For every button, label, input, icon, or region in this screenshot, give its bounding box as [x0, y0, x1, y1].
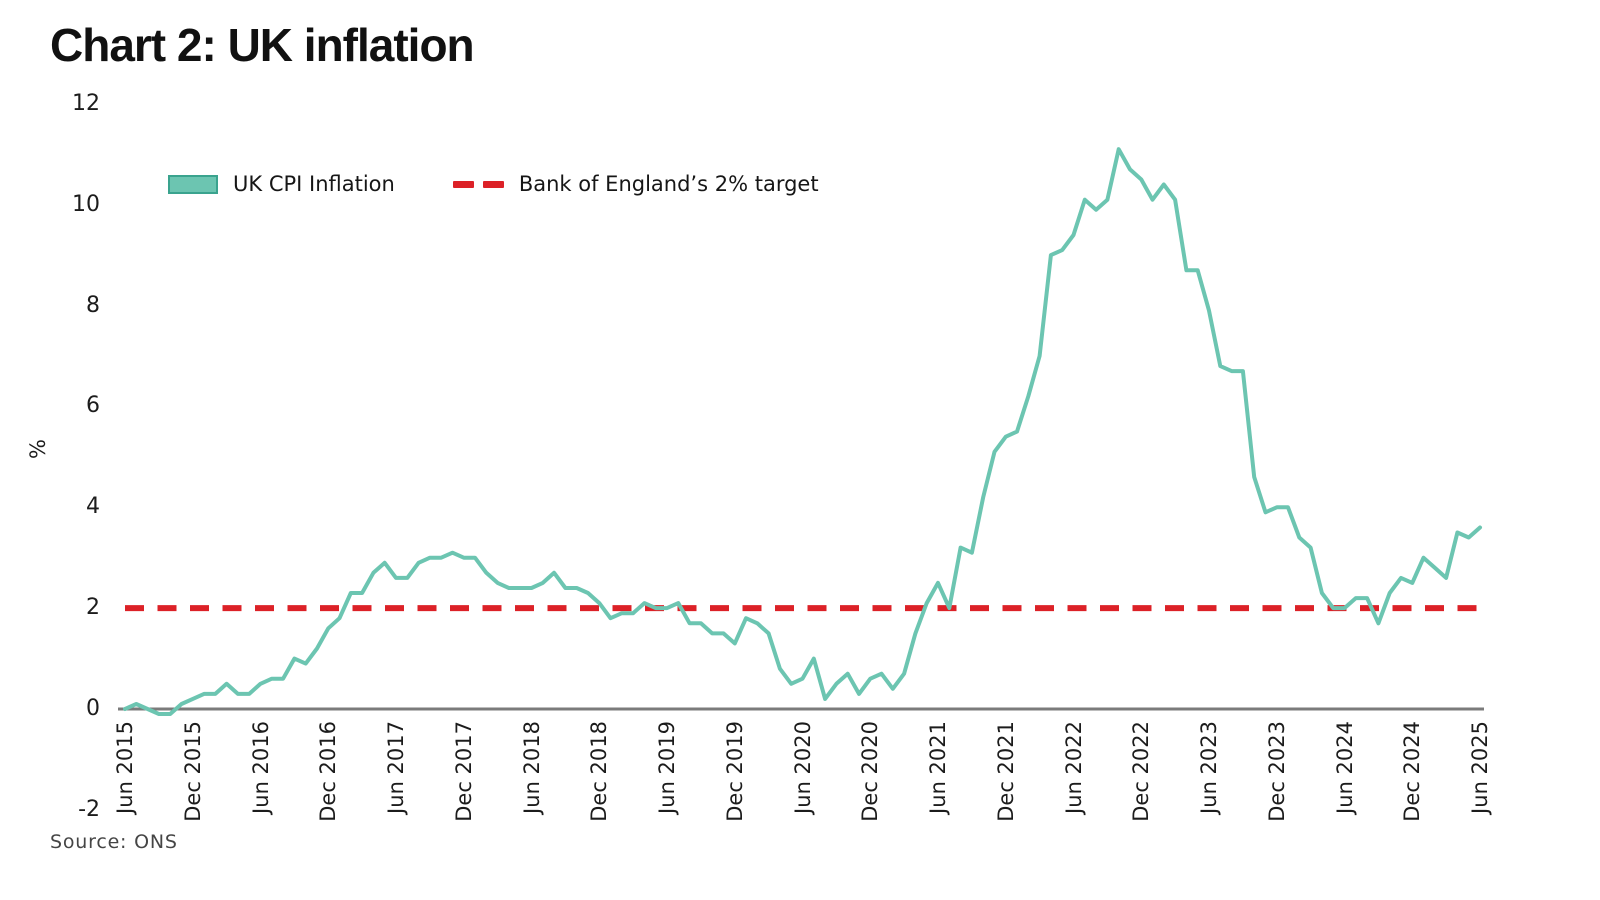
y-tick-label: 0	[86, 696, 100, 721]
x-tick-label: Dec 2019	[722, 721, 747, 822]
source-note: Source: ONS	[50, 831, 178, 853]
x-tick-label: Jun 2020	[790, 721, 815, 814]
target-series-swatch-icon	[452, 180, 504, 188]
x-tick-label: Dec 2022	[1129, 721, 1154, 822]
y-tick-label: 2	[86, 595, 100, 621]
y-tick-label: -2	[78, 796, 100, 822]
x-tick-label: Dec 2021	[993, 721, 1018, 822]
chart-title: Chart 2: UK inflation	[50, 19, 475, 71]
x-tick-label: Jun 2021	[926, 721, 950, 814]
cpi-series-swatch-icon	[168, 174, 218, 194]
target-dash-icon	[452, 180, 474, 188]
x-tick-label: Jun 2023	[1197, 721, 1221, 814]
x-tick-label: Jun 2025	[1468, 721, 1492, 814]
x-tick-label: Dec 2015	[180, 721, 205, 822]
x-tick-label: Jun 2017	[384, 721, 408, 814]
target-dash-icon	[482, 180, 504, 188]
y-tick-label: 12	[72, 90, 100, 116]
y-tick-label: 10	[72, 191, 100, 217]
x-tick-label: Dec 2017	[451, 721, 476, 822]
x-tick-label: Jun 2018	[519, 721, 544, 814]
legend-label-target: Bank of England’s 2% target	[518, 172, 819, 196]
x-tick-label: Dec 2023	[1264, 721, 1289, 822]
x-tick-label: Jun 2015	[113, 721, 137, 814]
legend-label-cpi: UK CPI Inflation	[233, 172, 395, 196]
x-tick-label: Dec 2020	[858, 721, 883, 822]
y-tick-label: 8	[86, 292, 100, 318]
x-tick-label: Jun 2024	[1332, 721, 1357, 814]
x-tick-label: Jun 2022	[1061, 721, 1086, 814]
x-tick-label: Dec 2024	[1400, 721, 1425, 822]
y-tick-label: 6	[86, 393, 100, 419]
legend: UK CPI Inflation Bank of England’s 2% ta…	[168, 172, 819, 196]
x-tick-label: Dec 2016	[316, 721, 341, 822]
x-tick-label: Jun 2019	[655, 721, 679, 814]
x-tick-label: Dec 2018	[587, 721, 612, 822]
y-tick-label: 4	[86, 494, 100, 520]
cpi-line	[123, 147, 1482, 716]
x-tick-label: Jun 2016	[248, 721, 273, 814]
